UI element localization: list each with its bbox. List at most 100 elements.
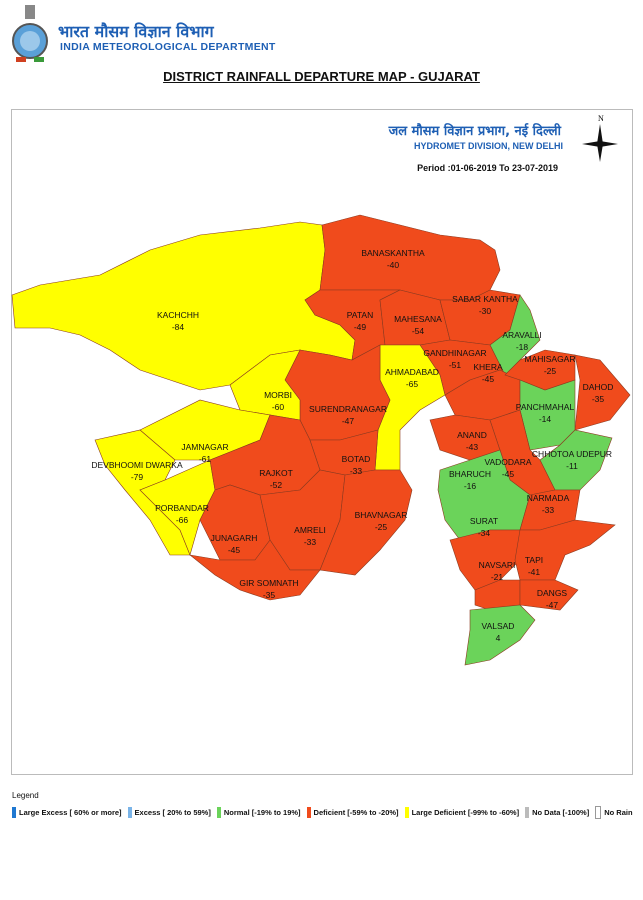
district-surat (449, 529, 521, 591)
district-departure-value: -47 (546, 600, 559, 610)
division-name-english: HYDROMET DIVISION, NEW DELHI (413, 141, 563, 151)
district-name-label: BHARUCH (449, 469, 491, 479)
legend-swatch (12, 807, 16, 818)
district-departure-value: -33 (542, 505, 555, 515)
district-departure-value: -84 (172, 322, 185, 332)
district-departure-value: -41 (528, 567, 541, 577)
district-name-label: RAJKOT (259, 468, 293, 478)
division-name-hindi: जल मौसम विज्ञान प्रभाग, नई दिल्ली (388, 124, 561, 139)
district-departure-value: -51 (449, 360, 462, 370)
district-departure-value: -16 (464, 481, 477, 491)
district-name-label: JAMNAGAR (181, 442, 228, 452)
district-departure-value: -40 (387, 260, 400, 270)
district-name-label: KACHCHH (157, 310, 199, 320)
district-departure-value: -66 (176, 515, 189, 525)
period-label: Period :01-06-2019 To 23-07-2019 (417, 163, 558, 173)
north-arrow-icon: N (582, 114, 618, 162)
district-name-label: MAHESANA (394, 314, 442, 324)
legend-swatch (595, 806, 602, 819)
legend-label: Deficient [-59% to -20%] (313, 808, 399, 817)
district-departure-value: -18 (516, 342, 529, 352)
district-morbi (229, 349, 301, 421)
district-dangs (519, 579, 579, 611)
district-name-label: SABAR KANTHA (452, 294, 518, 304)
legend-swatch (404, 807, 409, 818)
district-bhavnagar (319, 469, 413, 576)
district-gir-somnath (188, 539, 321, 601)
district-name-label: NARMADA (527, 493, 570, 503)
district-departure-value: -25 (375, 522, 388, 532)
district-departure-value: -45 (228, 545, 241, 555)
legend-item-normal: Normal [-19% to 19%] (216, 806, 301, 819)
district-name-label: AMRELI (294, 525, 326, 535)
district-departure-value: -61 (199, 454, 212, 464)
district-name-label: TAPI (525, 555, 543, 565)
district-name-label: ARAVALLI (502, 330, 541, 340)
legend-swatch (525, 807, 530, 818)
district-name-label: MORBI (264, 390, 292, 400)
legend-item-large-deficient: Large Deficient [-99% to -60%] (404, 806, 520, 819)
district-dahod (574, 354, 631, 431)
district-name-label: VADODARA (484, 457, 531, 467)
district-departure-value: 4 (496, 633, 501, 643)
district-departure-value: -35 (263, 590, 276, 600)
legend-label: Large Deficient [-99% to -60%] (411, 808, 520, 817)
district-tapi (514, 519, 616, 581)
district-name-label: GIR SOMNATH (239, 578, 298, 588)
legend-swatch (306, 807, 311, 818)
district-departure-value: -60 (272, 402, 285, 412)
legend-label: No Data [-100%] (532, 808, 590, 817)
district-name-label: SURAT (470, 516, 498, 526)
district-name-label: ANAND (457, 430, 487, 440)
legend-item-no-data: No Data [-100%] (525, 806, 589, 819)
district-departure-value: -45 (482, 374, 495, 384)
legend-item-deficient: Deficient [-59% to -20%] (306, 806, 399, 819)
legend-item-large-excess: Large Excess [ 60% or more] (12, 806, 122, 819)
north-label: N (598, 114, 604, 123)
district-name-label: AHMADABAD (385, 367, 439, 377)
district-departure-value: -45 (502, 469, 515, 479)
district-name-label: DEVBHOOMI DWARKA (91, 460, 183, 470)
district-departure-value: -54 (412, 326, 425, 336)
district-departure-value: -43 (466, 442, 479, 452)
legend-label: Excess [ 20% to 59%] (134, 808, 211, 817)
district-departure-value: -49 (354, 322, 367, 332)
page-title: DISTRICT RAINFALL DEPARTURE MAP - GUJARA… (163, 69, 480, 84)
legend-item-no-rain: No Rain (595, 806, 633, 819)
district-name-label: NAVSARI (479, 560, 516, 570)
district-departure-value: -65 (406, 379, 419, 389)
map-frame (11, 109, 633, 775)
legend-label: No Rain (604, 808, 633, 817)
legend-swatch (127, 807, 132, 818)
district-name-label: BOTAD (342, 454, 371, 464)
district-name-label: KHERA (473, 362, 503, 372)
district-departure-value: -33 (304, 537, 317, 547)
legend-label: Normal [-19% to 19%] (223, 808, 301, 817)
district-name-label: JUNAGARH (211, 533, 258, 543)
district-name-label: PATAN (347, 310, 373, 320)
legend-title: Legend (12, 791, 39, 800)
district-name-label: VALSAD (482, 621, 515, 631)
district-name-label: CHHOTOA UDEPUR (532, 449, 612, 459)
gujarat-district-map: KACHCHH -84 BANASKANTHA -40 PATAN -49 MAHESANA… (11, 214, 631, 666)
legend-swatch (216, 807, 221, 818)
district-name-label: PANCHMAHAL (516, 402, 575, 412)
district-name-label: SURENDRANAGAR (309, 404, 387, 414)
district-departure-value: -52 (270, 480, 283, 490)
district-departure-value: -47 (342, 416, 355, 426)
district-name-label: BANASKANTHA (361, 248, 425, 258)
district-departure-value: -14 (539, 414, 552, 424)
district-name-label: DANGS (537, 588, 568, 598)
district-name-label: PORBANDAR (155, 503, 209, 513)
district-name-label: MAHISAGAR (524, 354, 575, 364)
legend-item-excess: Excess [ 20% to 59%] (127, 806, 211, 819)
district-departure-value: -35 (592, 394, 605, 404)
district-departure-value: -21 (491, 572, 504, 582)
district-departure-value: -33 (350, 466, 363, 476)
district-departure-value: -79 (131, 472, 144, 482)
district-departure-value: -34 (478, 528, 491, 538)
district-name-label: DAHOD (583, 382, 614, 392)
district-departure-value: -11 (566, 461, 578, 471)
imd-emblem-logo (12, 5, 48, 62)
legend-label: Large Excess [ 60% or more] (19, 808, 122, 817)
